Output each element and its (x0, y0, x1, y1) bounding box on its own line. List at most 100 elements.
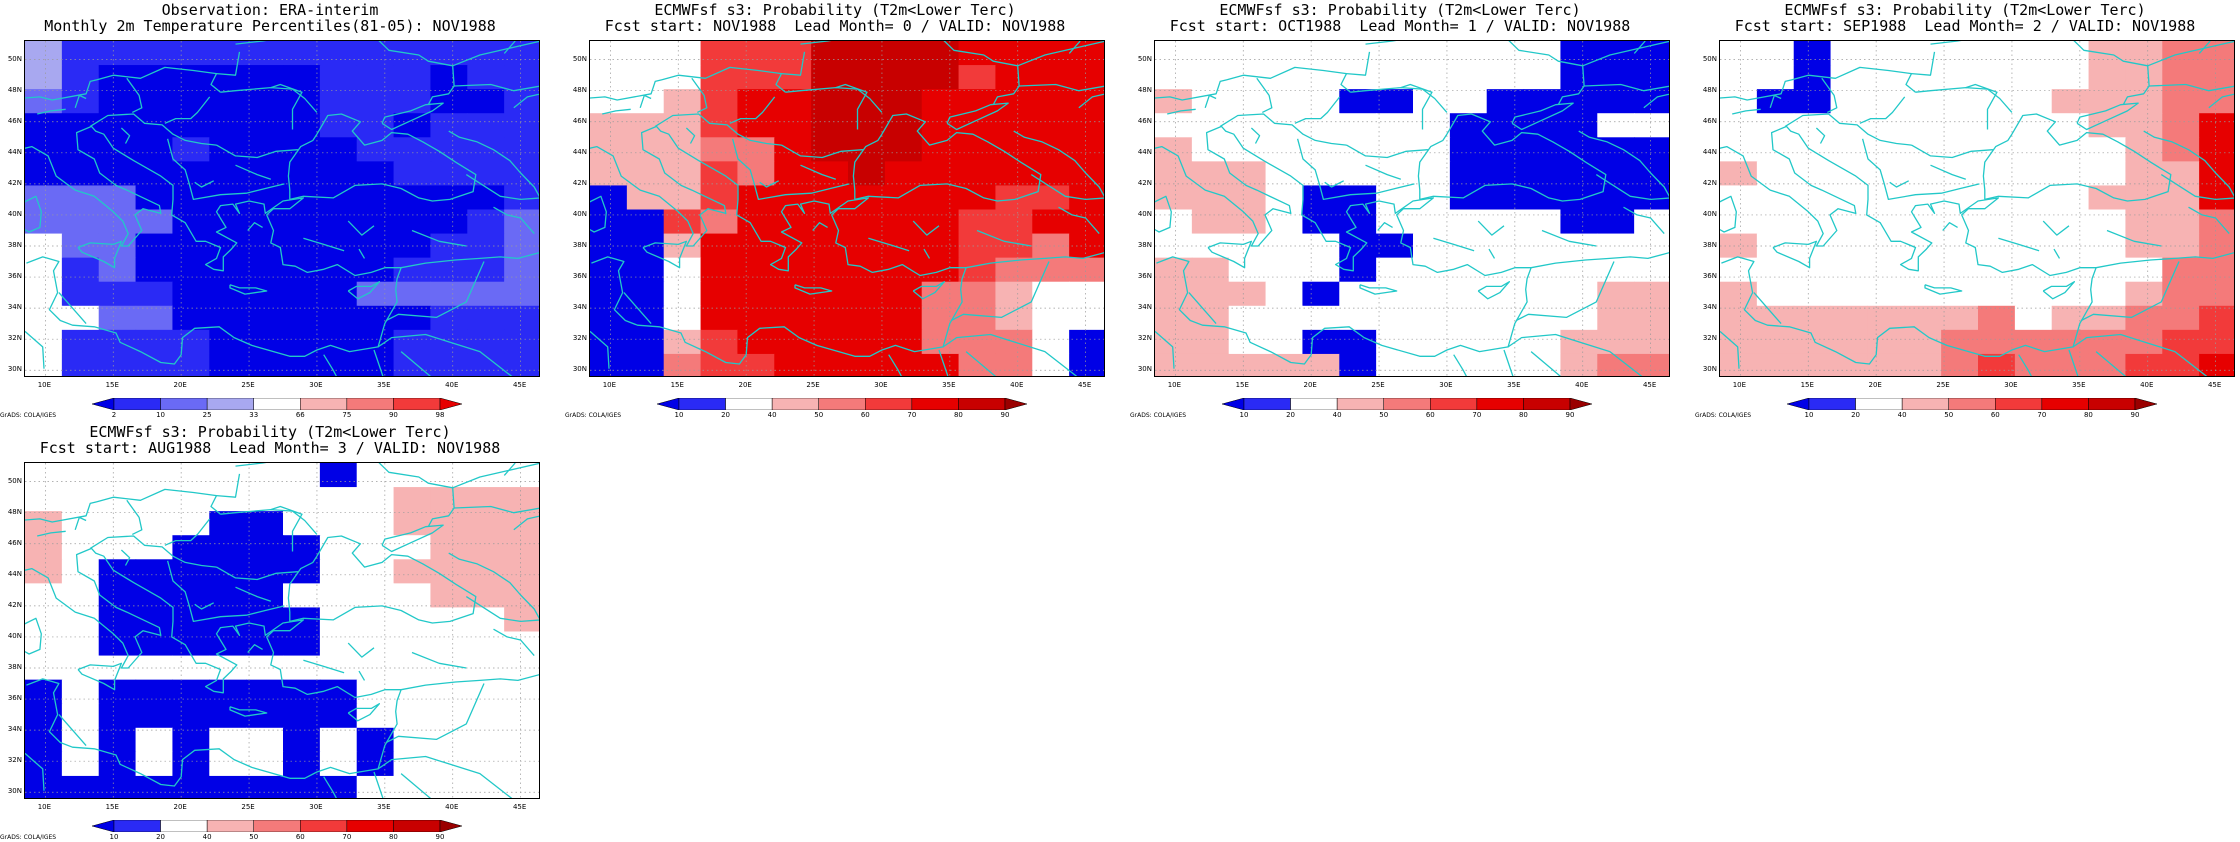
probability-cell (319, 161, 358, 187)
longitude-label: 30E (1439, 381, 1453, 389)
coastline (1633, 41, 1646, 54)
probability-cell (1597, 329, 1635, 355)
probability-cell (246, 161, 284, 187)
coastline (164, 518, 211, 546)
probability-cell (1449, 161, 1488, 187)
coastline (1861, 138, 1980, 201)
colorbar-label: 10 (1239, 411, 1249, 419)
coastline (1188, 292, 1217, 325)
coastline (2147, 41, 2234, 67)
probability-cell (1941, 305, 1979, 331)
probability-cell (2088, 137, 2127, 162)
probability-cell (1376, 329, 1414, 355)
probability-cell (2014, 161, 2053, 187)
probability-cell (467, 487, 505, 512)
latitude-label: 38N (7, 240, 22, 249)
probability-cell (319, 559, 358, 584)
latitude-label: 36N (7, 272, 22, 281)
longitude-label: 40E (445, 381, 459, 389)
coastline (1623, 206, 1665, 235)
probability-cell (209, 65, 247, 90)
probability-cell (1376, 41, 1414, 66)
probability-cell (1756, 185, 1795, 211)
longitude-label: 20E (173, 803, 187, 811)
coastline-layer (1720, 41, 2234, 376)
probability-cell (995, 185, 1033, 211)
probability-cell (467, 65, 505, 90)
probability-cell (1720, 185, 1758, 211)
probability-cell (504, 559, 539, 584)
probability-cell (209, 281, 247, 307)
probability-cell (2014, 209, 2053, 235)
probability-cell (25, 161, 63, 187)
probability-cell (246, 305, 284, 331)
probability-cell (737, 281, 775, 307)
probability-cell (319, 463, 358, 488)
probability-cell (135, 353, 174, 376)
probability-cell (1413, 305, 1451, 331)
coastline (37, 530, 66, 537)
map-area (589, 40, 1105, 377)
coastline (1477, 281, 1511, 300)
probability-cell (25, 631, 63, 657)
probability-cell (356, 583, 395, 609)
coastline (2018, 354, 2032, 376)
probability-cell (98, 185, 137, 211)
colorbar-label: 40 (1897, 411, 1907, 419)
probability-cell (209, 583, 247, 609)
probability-cell (2199, 65, 2234, 90)
colorbar-segment (1995, 398, 2043, 410)
coastline (1068, 41, 1081, 54)
latitude-label: 50N (7, 54, 22, 63)
probability-cell (1032, 353, 1070, 376)
probability-cell (1339, 185, 1377, 211)
coastline (1017, 41, 1104, 67)
probability-cell (2162, 305, 2200, 331)
probability-cell (25, 185, 63, 211)
probability-cell (1523, 281, 1562, 307)
probability-cell (1191, 185, 1230, 211)
probability-cell (135, 703, 174, 729)
probability-cell (1449, 305, 1488, 331)
graticule (25, 463, 539, 798)
probability-cell (61, 329, 100, 355)
probability-cell (737, 257, 775, 283)
latitude-label: 36N (7, 694, 22, 703)
probability-cell (2162, 89, 2200, 114)
probability-cell (246, 353, 284, 376)
probability-cell (590, 305, 628, 331)
probability-cell (430, 113, 468, 138)
probability-cell (135, 329, 174, 355)
probability-cell (283, 775, 321, 798)
coastline (358, 248, 366, 259)
probability-cell (504, 257, 539, 283)
probability-cell (98, 655, 137, 681)
coastline (465, 174, 539, 201)
colorbar-label: 66 (295, 411, 305, 419)
latitude-label: 44N (1137, 147, 1152, 156)
probability-cell (1523, 161, 1562, 187)
probability-cell (1560, 257, 1598, 283)
probability-cell (504, 281, 539, 307)
probability-cell (1376, 137, 1414, 162)
colorbar-segment (1243, 398, 1291, 410)
longitude-label: 40E (445, 803, 459, 811)
probability-cell (1449, 89, 1488, 114)
probability-cell (2014, 257, 2053, 283)
coastline (781, 51, 806, 76)
probability-cell (430, 257, 468, 283)
probability-cell (995, 113, 1033, 138)
colorbar-label: 90 (1565, 411, 1575, 419)
probability-cell (774, 89, 812, 114)
probability-cell (1413, 233, 1451, 259)
coastline (1219, 113, 1347, 146)
coastline (1720, 195, 1737, 233)
probability-cell (700, 281, 739, 307)
probability-cell (848, 137, 886, 162)
probability-cell (172, 751, 210, 777)
longitude-label: 15E (105, 381, 119, 389)
probability-cell (1191, 89, 1230, 114)
probability-cell (504, 751, 539, 777)
probability-cell (61, 511, 100, 536)
probability-cell (774, 161, 812, 187)
